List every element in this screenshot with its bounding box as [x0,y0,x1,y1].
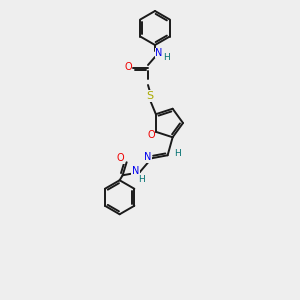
Text: H: H [174,149,181,158]
Text: H: H [163,52,170,62]
Text: O: O [147,130,155,140]
Text: N: N [132,166,139,176]
Text: N: N [144,152,151,162]
Text: O: O [124,62,132,72]
Text: S: S [146,91,154,101]
Text: H: H [138,175,145,184]
Text: N: N [155,48,163,58]
Text: O: O [117,153,124,163]
